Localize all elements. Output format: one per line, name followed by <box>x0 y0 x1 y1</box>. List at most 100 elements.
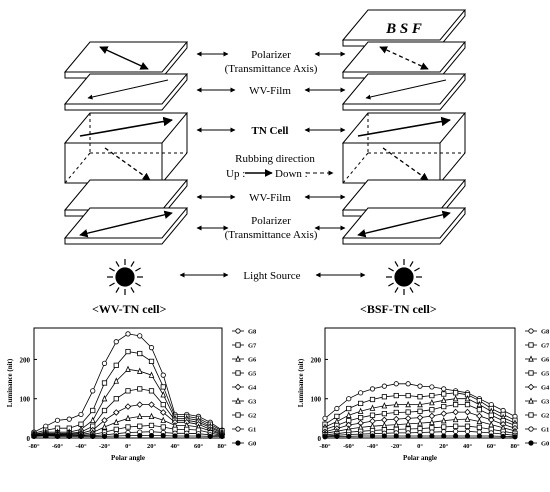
data-point <box>488 433 494 439</box>
tn-cell-label: TN Cell <box>252 125 289 137</box>
legend-entry: G4 <box>525 383 550 392</box>
legend-entry: G0 <box>525 440 549 448</box>
bsf-label: B S F <box>385 21 422 37</box>
bsf-tn-luminance-chart: 0 100 200 -80° -60° -40° -20° 0° 20° 40° 60° 80° Pol… <box>297 327 550 462</box>
center-labels <box>179 51 366 278</box>
y-tick-label: 0 <box>27 435 31 443</box>
left-stack <box>63 41 189 245</box>
data-point <box>78 411 84 418</box>
data-point <box>440 396 447 403</box>
data-point <box>66 416 72 422</box>
right-light-source-icon <box>386 259 422 295</box>
legend-entry: G7 <box>525 342 550 350</box>
data-point <box>113 396 119 402</box>
data-point <box>476 400 483 408</box>
x-tick-label: 20° <box>439 443 449 450</box>
light-source-label: Light Source <box>243 270 300 282</box>
data-point <box>148 412 155 419</box>
data-point <box>160 402 166 408</box>
data-point <box>235 412 241 418</box>
data-point <box>125 388 131 394</box>
legend-label: G3 <box>541 399 550 406</box>
data-point <box>124 403 132 410</box>
data-point <box>322 434 328 440</box>
data-point <box>428 412 436 420</box>
data-point <box>441 391 447 397</box>
data-point <box>101 380 108 386</box>
legend-entry: G2 <box>525 412 549 420</box>
data-point <box>528 355 534 362</box>
sun-ray <box>414 282 420 287</box>
sun-ray <box>394 287 399 293</box>
legend-entry: G7 <box>232 342 257 350</box>
data-point <box>160 372 166 378</box>
data-point <box>195 433 202 439</box>
legend-label: G6 <box>541 357 550 364</box>
data-point <box>417 408 423 414</box>
data-point <box>429 407 435 413</box>
data-point <box>453 428 459 434</box>
data-point <box>528 440 534 446</box>
data-point <box>429 433 435 439</box>
data-point <box>113 362 119 368</box>
data-point <box>528 342 534 348</box>
left-chart-title: <WV-TN cell> <box>92 302 167 316</box>
data-point <box>148 371 155 378</box>
data-point <box>393 381 399 387</box>
y-tick-label: 200 <box>20 356 31 364</box>
sun-ray <box>115 287 120 293</box>
left-light-source-icon <box>107 259 143 295</box>
data-point <box>405 409 411 415</box>
sun-ray <box>388 282 394 287</box>
legend-label: G7 <box>541 343 550 350</box>
data-point <box>429 418 435 425</box>
data-point <box>148 358 155 364</box>
data-point <box>160 433 166 439</box>
sun-ray <box>115 261 120 267</box>
right-stack: B S F <box>341 9 467 245</box>
data-point <box>441 424 447 430</box>
data-point <box>235 355 241 362</box>
data-point <box>417 383 423 389</box>
data-point <box>527 383 535 391</box>
y-tick-label: 200 <box>311 356 322 364</box>
top-transmittance-axis-label: (Transmittance Axis) <box>225 63 318 75</box>
legend-entry: G1 <box>232 426 256 434</box>
data-point <box>235 342 241 348</box>
left-bottom-wv-film <box>63 179 189 217</box>
data-point <box>464 402 471 408</box>
data-point <box>207 433 213 440</box>
data-point <box>160 416 167 423</box>
legend-entry: G3 <box>232 397 257 406</box>
data-point <box>101 360 108 366</box>
right-top-polarizer <box>341 41 467 79</box>
rubbing-down-label: Down : <box>275 168 308 180</box>
data-point <box>78 433 84 440</box>
data-point <box>429 384 435 390</box>
legend-entry: G3 <box>525 397 550 406</box>
data-point <box>137 386 143 392</box>
data-point <box>184 433 190 439</box>
data-point <box>405 392 411 399</box>
sun-ray <box>414 267 420 272</box>
data-point <box>172 433 178 439</box>
legend-entry: G6 <box>525 355 550 364</box>
data-point <box>381 383 387 389</box>
legend-label: G3 <box>248 399 257 406</box>
sun-ray <box>135 282 141 287</box>
left-top-wv-film <box>63 73 189 111</box>
data-point <box>369 386 376 392</box>
y-tick-label: 0 <box>318 435 322 443</box>
data-point <box>440 410 448 417</box>
data-point <box>393 400 400 408</box>
data-point <box>235 440 241 446</box>
data-point <box>369 433 376 439</box>
legend-entry: G2 <box>232 412 256 420</box>
data-point <box>334 405 340 412</box>
data-point <box>452 408 459 416</box>
x-tick-label: 40° <box>463 443 473 450</box>
data-point <box>125 331 131 337</box>
data-point <box>453 423 459 429</box>
sun-ray <box>409 261 414 267</box>
legend-label: G8 <box>541 329 550 336</box>
